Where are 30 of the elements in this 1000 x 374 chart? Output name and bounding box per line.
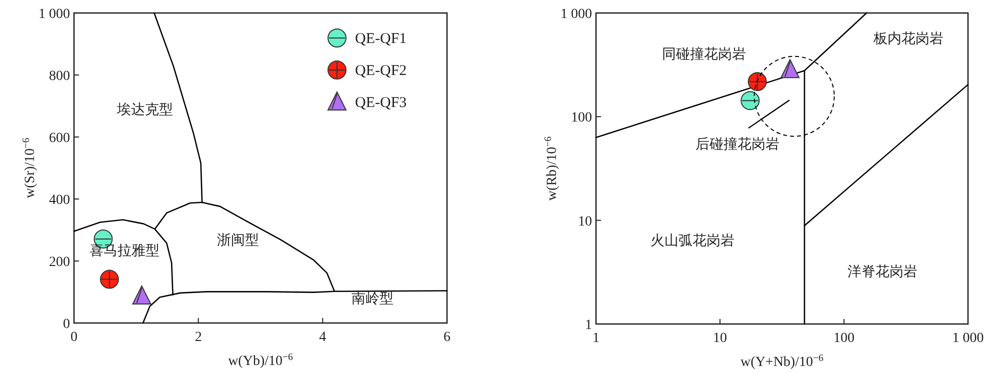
annotation: 同碰撞花岗岩 bbox=[662, 46, 746, 62]
annotation: 洋脊花岗岩 bbox=[847, 264, 918, 280]
x-tick-label: 4 bbox=[319, 330, 326, 345]
y-tick-label: 200 bbox=[49, 255, 70, 270]
legend-label: QE-QF3 bbox=[355, 95, 407, 111]
x-tick-label: 100 bbox=[834, 331, 854, 346]
x-axis-title: w(Y+Nb)/10$^{−6}$ bbox=[740, 352, 824, 370]
y-tick-label: 10 bbox=[578, 214, 592, 230]
legend-label: QE-QF2 bbox=[355, 63, 407, 79]
annotation: 后碰撞花岗岩 bbox=[695, 136, 780, 153]
annotation: 南岭型 bbox=[351, 291, 394, 308]
y-tick-label: 0 bbox=[63, 317, 70, 332]
annotation: 埃达克型 bbox=[116, 102, 173, 118]
x-tick-label: 10 bbox=[713, 331, 727, 346]
y-tick-label: 1 000 bbox=[38, 7, 70, 22]
x-tick-label: 6 bbox=[444, 330, 450, 345]
annotation: 浙闽型 bbox=[217, 232, 260, 248]
y-tick-label: 1 bbox=[585, 318, 592, 333]
legend-label: QE-QF1 bbox=[355, 31, 407, 47]
x-tick-label: 2 bbox=[194, 330, 202, 345]
y-tick-label: 400 bbox=[49, 193, 70, 208]
y-tick-label: 600 bbox=[49, 131, 70, 146]
x-axis-title: w(Yb)/10$^{−6}$ bbox=[228, 352, 294, 369]
x-tick-label: 1 000 bbox=[952, 331, 984, 346]
annotation: 火山弧花岗岩 bbox=[650, 233, 735, 250]
annotation: 喜马拉雅型 bbox=[89, 243, 160, 260]
y-tick-label: 100 bbox=[571, 110, 592, 126]
y-tick-label: 800 bbox=[49, 69, 70, 84]
y-tick-label: 1 000 bbox=[560, 7, 592, 22]
annotation: 板内花岗岩 bbox=[872, 30, 944, 47]
